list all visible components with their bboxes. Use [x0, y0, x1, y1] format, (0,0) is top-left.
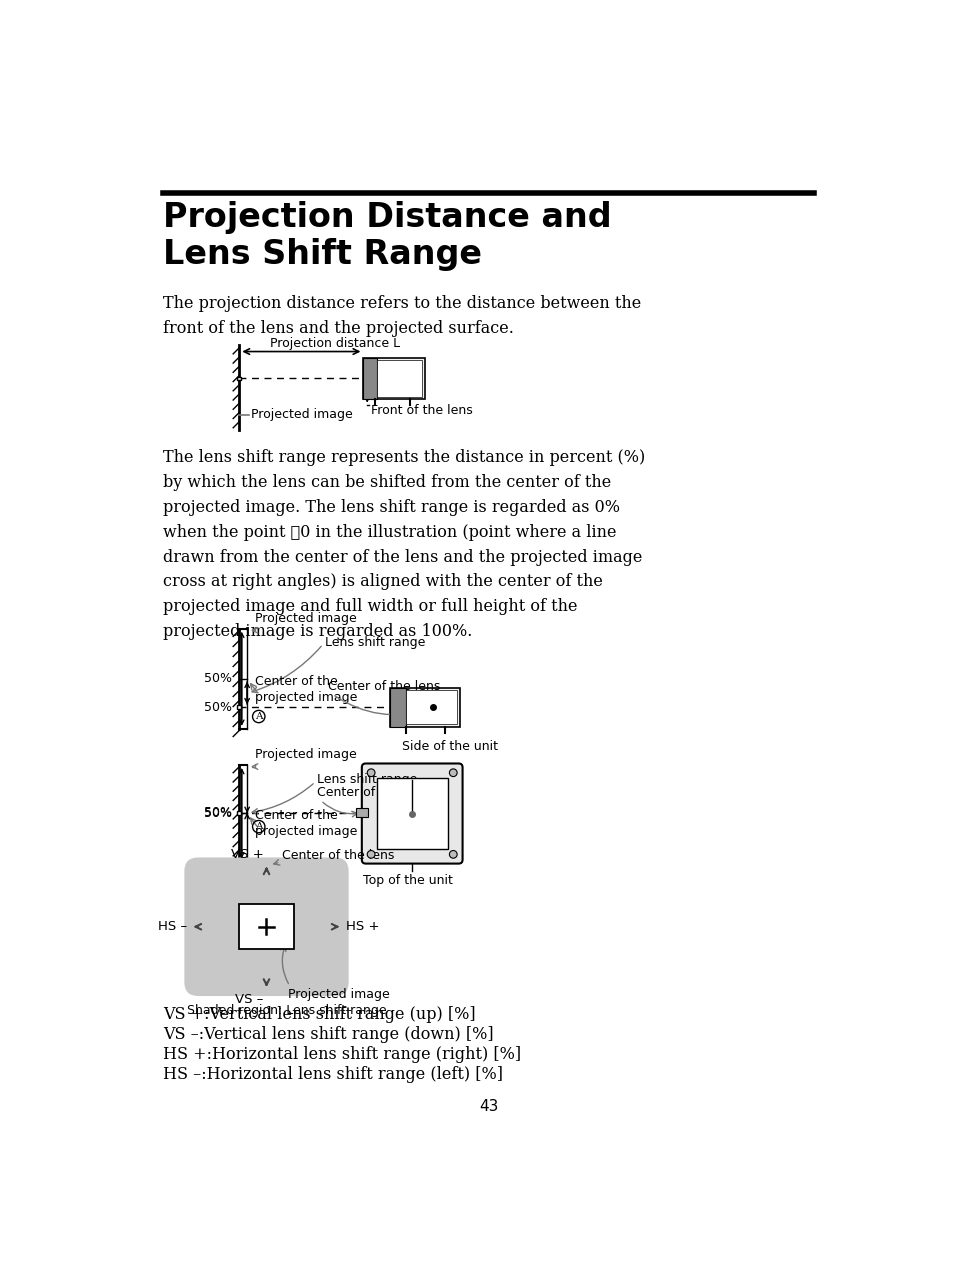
Text: Projection Distance and: Projection Distance and — [163, 200, 612, 233]
Bar — [238, 905, 294, 949]
Bar — [406, 691, 456, 724]
Text: A: A — [254, 822, 262, 831]
Text: 50%: 50% — [203, 806, 232, 819]
Text: Projection distance L: Projection distance L — [270, 338, 400, 350]
Bar — [377, 361, 422, 397]
Text: Projected image: Projected image — [288, 989, 390, 1001]
Text: A: A — [254, 712, 262, 721]
Bar — [376, 778, 447, 848]
Text: 50%: 50% — [203, 806, 232, 819]
Text: Projected image: Projected image — [254, 748, 356, 761]
Text: 50%: 50% — [203, 673, 232, 685]
Text: Top of the unit: Top of the unit — [363, 874, 453, 887]
Text: Lens shift range: Lens shift range — [316, 773, 416, 786]
Text: VS –: VS – — [234, 992, 263, 1006]
Text: VS –:Vertical lens shift range (down) [%]: VS –:Vertical lens shift range (down) [%… — [163, 1026, 494, 1043]
Text: 43: 43 — [478, 1099, 498, 1113]
Circle shape — [367, 769, 375, 777]
Text: Center of the
projected image: Center of the projected image — [254, 809, 356, 838]
Text: HS +: HS + — [345, 920, 378, 934]
Bar — [363, 358, 425, 399]
Text: The lens shift range represents the distance in percent (%)
by which the lens ca: The lens shift range represents the dist… — [163, 450, 645, 640]
Text: 50%: 50% — [203, 701, 232, 713]
Text: Center of the lens: Center of the lens — [316, 786, 429, 799]
Bar — [390, 688, 459, 726]
Text: Center of the lens: Center of the lens — [282, 848, 394, 862]
Text: Projected image: Projected image — [254, 612, 356, 624]
Bar — [237, 377, 241, 381]
Text: HS –:Horizontal lens shift range (left) [%]: HS –:Horizontal lens shift range (left) … — [163, 1066, 503, 1083]
Text: Lens Shift Range: Lens Shift Range — [163, 237, 482, 270]
Circle shape — [449, 851, 456, 859]
Text: HS +:Horizontal lens shift range (right) [%]: HS +:Horizontal lens shift range (right)… — [163, 1046, 521, 1063]
Text: Side of the unit: Side of the unit — [402, 740, 497, 753]
Text: Center of the lens: Center of the lens — [328, 680, 440, 693]
Bar — [237, 810, 241, 814]
Bar — [237, 706, 241, 710]
Bar — [356, 808, 368, 818]
FancyBboxPatch shape — [184, 857, 348, 996]
Text: Front of the lens: Front of the lens — [371, 404, 473, 417]
Text: HS –: HS – — [158, 920, 187, 934]
FancyBboxPatch shape — [361, 763, 462, 864]
Text: VS +:Vertical lens shift range (up) [%]: VS +:Vertical lens shift range (up) [%] — [163, 1006, 476, 1023]
Text: Center of the
projected image: Center of the projected image — [254, 675, 356, 705]
Bar — [363, 358, 377, 399]
Text: Shaded region: Lens shift range: Shaded region: Lens shift range — [187, 1004, 386, 1017]
Circle shape — [367, 851, 375, 859]
Text: Projected image: Projected image — [251, 408, 353, 422]
Text: The projection distance refers to the distance between the
front of the lens and: The projection distance refers to the di… — [163, 296, 641, 338]
Bar — [390, 688, 406, 726]
Text: Lens shift range: Lens shift range — [324, 637, 424, 650]
Circle shape — [449, 769, 456, 777]
Text: VS +: VS + — [231, 847, 263, 860]
